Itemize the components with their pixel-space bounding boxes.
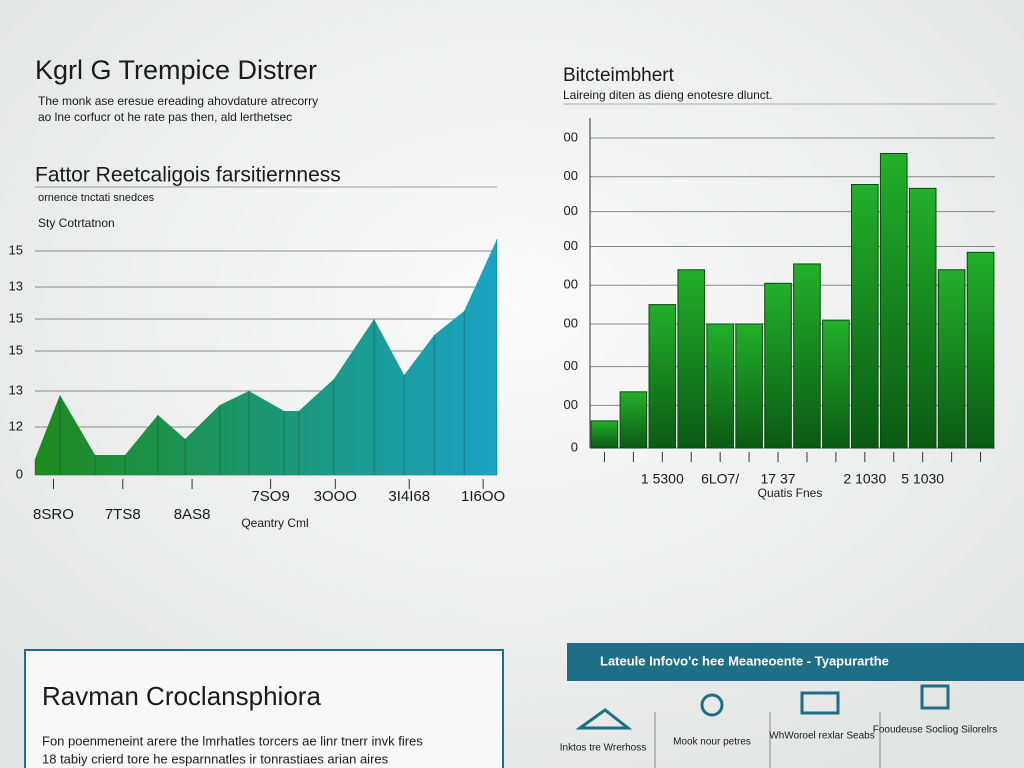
bar bbox=[619, 391, 648, 449]
section-title: Fattor Reetcaligois farsitiernness bbox=[35, 164, 341, 187]
bar bbox=[937, 269, 966, 449]
icon bbox=[700, 693, 724, 717]
bar bbox=[648, 304, 677, 449]
bar bbox=[706, 323, 734, 449]
info-box bbox=[24, 649, 504, 768]
x-tick-label: 1I6OO bbox=[461, 488, 505, 505]
x-tick-label: 6LO7/ bbox=[701, 471, 739, 487]
chart-subtitle: Laireing diten as dieng enotesre dlunct. bbox=[563, 88, 772, 102]
bar bbox=[677, 269, 706, 449]
y-tick-label: 00 bbox=[564, 168, 578, 183]
box-title: Ravman Croclansphiora bbox=[42, 681, 321, 711]
x-tick-label: 7TS8 bbox=[105, 506, 141, 523]
bar bbox=[764, 282, 792, 449]
bar bbox=[793, 263, 821, 449]
x-tick-label: 8AS8 bbox=[174, 506, 211, 523]
banner-text: Lateule Infovo'c hee Meaneoente - Tyapur… bbox=[600, 653, 889, 668]
y-tick-label: 12 bbox=[9, 418, 23, 433]
y-tick-label: 0 bbox=[16, 466, 23, 481]
y-tick-label: 00 bbox=[564, 203, 578, 218]
intro-line: ao lne corfucr ot he rate pas then, ald … bbox=[38, 110, 292, 124]
y-tick-label: 00 bbox=[564, 277, 578, 292]
x-tick-label: 5 1030 bbox=[901, 471, 944, 487]
bar bbox=[735, 323, 763, 449]
section-sub: ornence tnctati snedces bbox=[38, 192, 155, 204]
y-tick-label: 00 bbox=[564, 238, 578, 253]
y-tick-label: 15 bbox=[9, 342, 23, 357]
y-tick-label: 15 bbox=[9, 242, 23, 257]
banner bbox=[567, 643, 1024, 681]
left-title: Kgrl G Trempice Distrer bbox=[35, 55, 317, 85]
area bbox=[35, 239, 497, 475]
box-line: Fon poenmeneint arere the lmrhatles torc… bbox=[42, 733, 423, 748]
x-tick-label: 7SO9 bbox=[251, 488, 289, 505]
item-label: Fooudeuse Socliog Silorelrs bbox=[873, 725, 998, 736]
x-tick-label: 3OOO bbox=[314, 488, 357, 505]
bar bbox=[908, 187, 937, 449]
y-tick-label: 0 bbox=[571, 439, 578, 454]
item-label: Inktos tre Wrerhoss bbox=[560, 743, 647, 754]
x-axis-label: Qeantry Cml bbox=[241, 516, 308, 530]
chart-title: Bitcteimbhert bbox=[563, 65, 675, 86]
item-label: Mook nour petres bbox=[673, 737, 751, 748]
icon bbox=[575, 708, 633, 730]
x-axis-label: Quatis Fnes bbox=[758, 486, 823, 500]
y-tick-label: 15 bbox=[9, 310, 23, 325]
box-line: 18 tabiy crierd tore he esparnnatles ir … bbox=[42, 751, 389, 766]
y-tick-label: 00 bbox=[564, 358, 578, 373]
x-tick-label: 8SRO bbox=[33, 506, 74, 523]
y-tick-label: 00 bbox=[564, 129, 578, 144]
bar bbox=[879, 153, 908, 449]
x-tick-label: 3I4I68 bbox=[388, 488, 430, 505]
intro-line: The monk ase eresue ereading ahovdature … bbox=[38, 94, 318, 108]
x-tick-label: 1 5300 bbox=[641, 471, 684, 487]
section-note: Sty Cotrtatnon bbox=[38, 216, 115, 230]
icon bbox=[920, 684, 950, 710]
bar bbox=[590, 420, 619, 449]
icon bbox=[800, 691, 840, 715]
item-label: WhWoroel rexlar Seabs bbox=[769, 731, 874, 742]
y-tick-label: 00 bbox=[564, 315, 578, 330]
y-tick-label: 13 bbox=[9, 278, 23, 293]
x-tick-label: 2 1030 bbox=[843, 471, 886, 487]
bar bbox=[966, 251, 995, 449]
y-tick-label: 00 bbox=[564, 397, 578, 412]
bar bbox=[851, 184, 879, 449]
x-tick-label: 17 37 bbox=[761, 471, 796, 487]
bar bbox=[822, 319, 850, 449]
y-tick-label: 13 bbox=[9, 382, 23, 397]
